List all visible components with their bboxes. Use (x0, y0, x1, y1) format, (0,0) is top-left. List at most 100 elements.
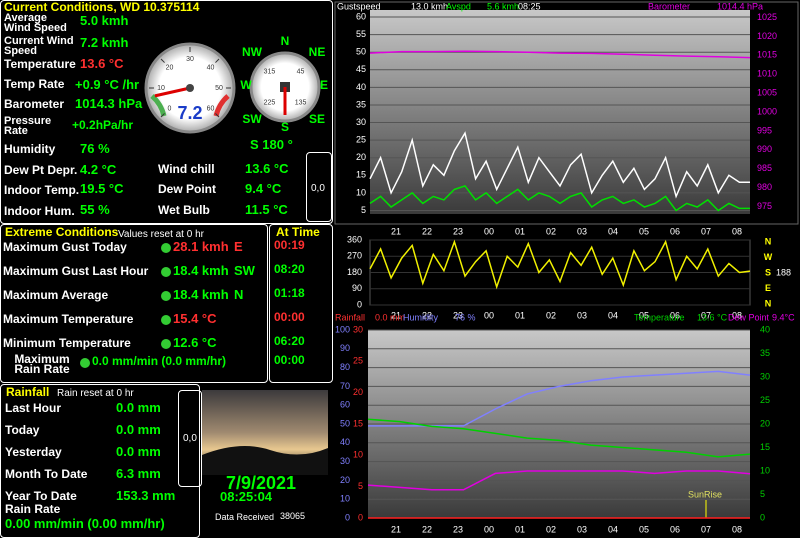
x-tick-label: 04 (608, 524, 618, 534)
direction: E (234, 239, 243, 254)
x-tick-label: 04 (608, 310, 618, 320)
tick-label: 40 (356, 82, 366, 92)
tick-label: 55 (356, 29, 366, 39)
label: Last Hour (5, 401, 62, 415)
tick-label: 270 (347, 251, 362, 261)
x-tick-label: 02 (546, 310, 556, 320)
panel-title: Extreme Conditions (5, 225, 119, 239)
tick-label: 50 (340, 418, 350, 428)
label: Yesterday (5, 445, 62, 459)
tick-label: 1025 (757, 12, 777, 22)
x-tick-label: 23 (453, 524, 463, 534)
tick-label: 15 (356, 170, 366, 180)
x-tick-label: 21 (391, 226, 401, 236)
direction-letter: S (765, 267, 771, 277)
tick-label: 35 (760, 348, 770, 358)
tick-label: 0 (357, 299, 362, 309)
panel (0, 0, 333, 224)
header-text: 13.0 kmh (411, 1, 448, 11)
header-text: 9.4°C (772, 312, 795, 322)
tick-label: 20 (340, 475, 350, 485)
gauge-scale: 40 (207, 64, 215, 71)
value: 0.0 mm (116, 400, 161, 415)
label: Data Received (215, 512, 275, 522)
x-tick-label: 03 (577, 524, 587, 534)
tick-label: 0 (345, 512, 350, 522)
tick-label: 20 (760, 418, 770, 428)
tick-label: 90 (340, 343, 350, 353)
x-tick-label: 05 (639, 226, 649, 236)
tick-label: 180 (347, 267, 362, 277)
direction-letter: N (765, 298, 772, 308)
status-dot (161, 267, 171, 277)
direction: SW (234, 263, 255, 278)
series-line (369, 131, 750, 199)
x-tick-label: 02 (546, 524, 556, 534)
label: Maximum Gust Today (3, 240, 127, 254)
x-tick-label: 21 (391, 310, 401, 320)
tick-label: 30 (340, 456, 350, 466)
x-tick-label: 00 (484, 310, 494, 320)
value: 0.0 mm/min (0.0 mm/hr) (92, 354, 227, 368)
sunrise-label: SunRise (688, 489, 722, 499)
label: Barometer (4, 97, 65, 111)
label: Minimum Temperature (3, 336, 131, 350)
x-tick-label: 04 (608, 226, 618, 236)
compass-point: N (281, 34, 290, 48)
tick-label: 10 (340, 494, 350, 504)
gauge-tick (160, 58, 165, 63)
gauge-hub (186, 84, 194, 92)
value: 55 % (80, 202, 110, 217)
tick-label: 5 (760, 489, 765, 499)
note: Rain reset at 0 hr (57, 388, 134, 399)
tick-label: 20 (353, 387, 363, 397)
value: 11.5 °C (245, 202, 288, 217)
value: 28.1 kmh (173, 239, 229, 254)
date: 7/9/2021 (226, 473, 297, 493)
tick-label: 980 (757, 182, 772, 192)
tick-label: 40 (340, 437, 350, 447)
header-text: Humidity (403, 312, 439, 322)
wind-direction: S 180 ° (250, 137, 293, 152)
value: 1014.3 hPa (75, 96, 143, 111)
wind-plot (370, 10, 750, 214)
series-line (369, 239, 751, 290)
x-tick-label: 23 (453, 310, 463, 320)
header-text: Barometer (648, 1, 690, 11)
gauge-scale: 50 (215, 85, 223, 92)
compass-scale: 225 (264, 99, 276, 106)
gauge-value: 7.2 (177, 103, 202, 123)
direction-current: 188 (776, 267, 791, 277)
time: 00:19 (274, 238, 305, 252)
tick-label: 45 (356, 64, 366, 74)
x-tick-label: 23 (453, 226, 463, 236)
status-dot (161, 291, 171, 301)
label: Indoor Hum. (4, 204, 75, 218)
tick-label: 5 (361, 205, 366, 215)
tick-label: 995 (757, 125, 772, 135)
direction: N (234, 287, 244, 302)
value: 18.4 kmh (173, 263, 229, 278)
status-dot (161, 339, 171, 349)
header-text: Dew Point (728, 312, 770, 322)
direction-letter: N (765, 236, 772, 246)
note: Values reset at 0 hr (118, 229, 204, 240)
x-tick-label: 22 (422, 524, 432, 534)
label: Maximum Average (3, 288, 109, 302)
label: Wet Bulb (158, 203, 210, 217)
panel (0, 224, 268, 383)
value: +0.2hPa/hr (72, 118, 134, 132)
label: Dew Pt Depr. (4, 163, 78, 177)
photo-land (202, 446, 328, 475)
value: 76 % (80, 141, 110, 156)
tick-label: 1010 (757, 69, 777, 79)
label: Average Wind Speed (4, 12, 67, 34)
label: Year To Date (5, 489, 77, 503)
x-tick-label: 06 (670, 226, 680, 236)
tick-label: 50 (356, 47, 366, 57)
value: 12.6 °C (173, 335, 217, 350)
compass-point: W (240, 78, 252, 92)
gauge-scale: 60 (207, 105, 215, 112)
tick-label: 60 (340, 400, 350, 410)
time: 01:18 (274, 286, 305, 300)
